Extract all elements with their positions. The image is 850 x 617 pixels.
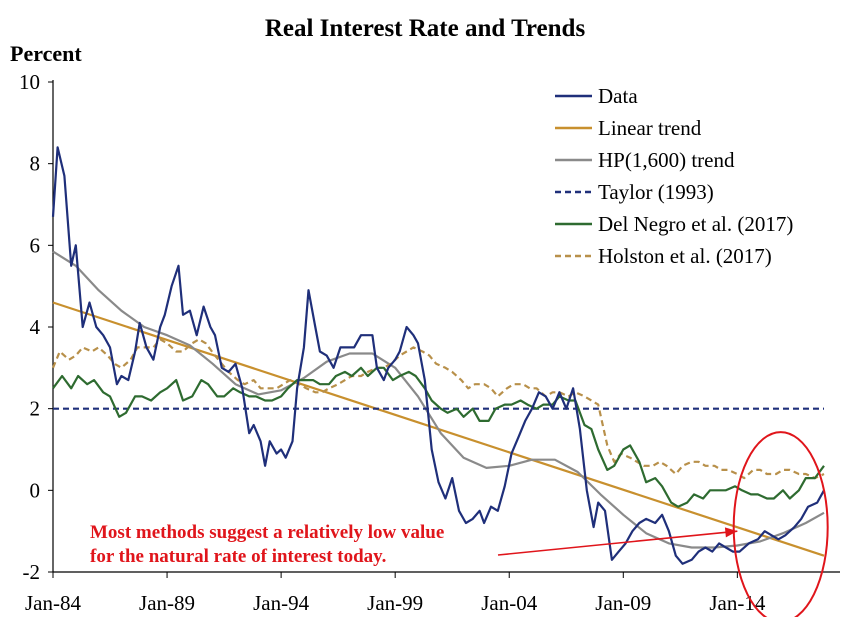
y-tick-label: 8	[30, 152, 41, 176]
y-tick-label: 10	[19, 70, 40, 94]
series-del-negro-et-al-2017	[52, 366, 825, 508]
y-tick-label: 0	[30, 478, 41, 502]
annotation-text: for the natural rate of interest today.	[90, 546, 386, 567]
series-hp-1-600-trend	[52, 250, 825, 549]
legend-label-hp-1-600-trend: HP(1,600) trend	[598, 148, 735, 172]
legend-label-taylor-1993: Taylor (1993)	[598, 180, 714, 204]
legend: Data Linear trend HP(1,600) trend Taylor (1…	[555, 84, 793, 268]
x-tick-label: Jan-99	[367, 591, 423, 615]
legend-label-linear-trend: Linear trend	[598, 116, 702, 140]
annotation-arrowhead	[724, 527, 738, 538]
series-lines	[51, 146, 825, 565]
legend-label-del-negro-et-al-2017: Del Negro et al. (2017)	[598, 212, 793, 236]
x-tick-label: Jan-94	[253, 591, 309, 615]
y-tick-label: 2	[30, 397, 41, 421]
chart-title: Real Interest Rate and Trends	[265, 15, 586, 42]
x-tick-label: Jan-89	[139, 591, 195, 615]
series-holston-et-al-2017	[51, 338, 825, 480]
annotation-arrow	[497, 530, 738, 556]
axes	[48, 80, 840, 578]
series-data	[51, 146, 825, 565]
x-tick-labels: Jan-84 Jan-89 Jan-94 Jan-99 Jan-04 Jan-09 Jan-…	[25, 591, 766, 615]
annotation: Most methods suggest a relatively low va…	[90, 431, 829, 617]
y-tick-label: -2	[23, 560, 41, 584]
x-tick-label: Jan-14	[709, 591, 765, 615]
legend-label-holston-et-al-2017: Holston et al. (2017)	[598, 244, 772, 268]
x-tick-label: Jan-04	[481, 591, 537, 615]
x-tick-label: Jan-84	[25, 591, 81, 615]
y-tick-label: 4	[30, 315, 41, 339]
x-tick-label: Jan-09	[595, 591, 651, 615]
y-tick-label: 6	[30, 233, 41, 257]
y-axis-label: Percent	[10, 41, 82, 66]
y-tick-labels: 10 8 6 4 2 0 -2	[19, 70, 41, 584]
highlight-ellipse	[732, 431, 829, 617]
annotation-text: Most methods suggest a relatively low va…	[90, 522, 444, 543]
legend-label-data: Data	[598, 84, 638, 108]
